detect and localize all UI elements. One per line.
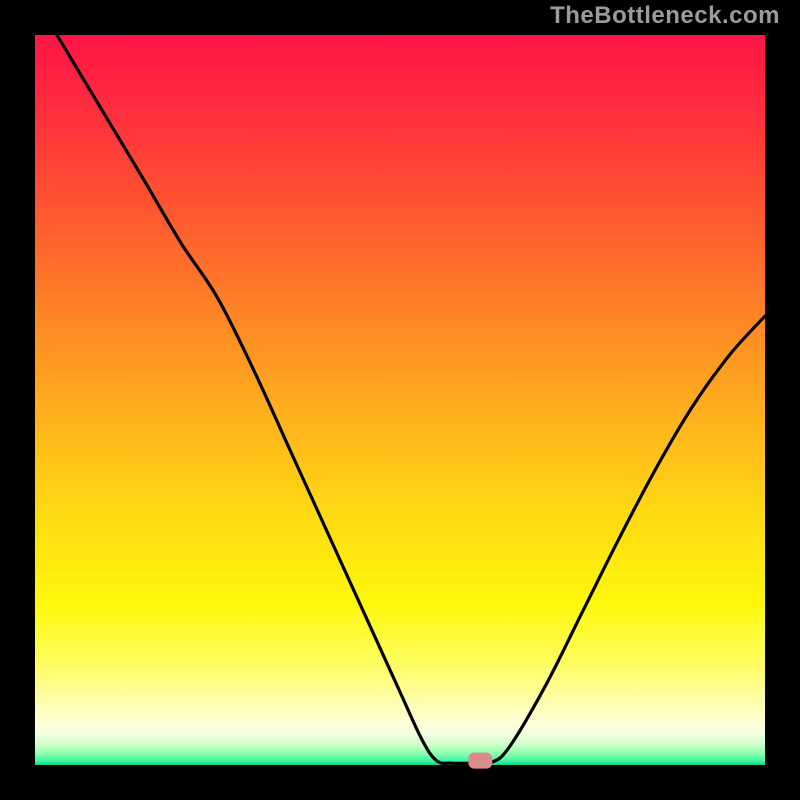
plot-background	[35, 35, 765, 765]
minimum-marker	[468, 753, 492, 769]
attribution-label: TheBottleneck.com	[550, 2, 780, 30]
bottleneck-chart	[0, 0, 800, 800]
